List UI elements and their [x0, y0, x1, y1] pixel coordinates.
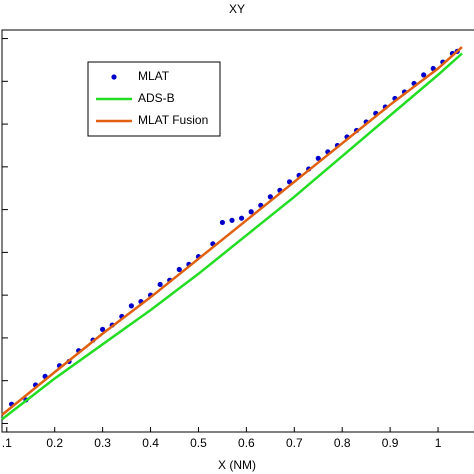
- x-tick-label: 0.3: [94, 436, 111, 450]
- x-tick-label: 0.5: [190, 436, 207, 450]
- legend-label: ADS-B: [138, 91, 175, 105]
- x-tick-label: .1: [2, 436, 12, 450]
- data-point: [100, 326, 106, 332]
- data-point: [248, 209, 254, 215]
- legend-label: MLAT: [138, 69, 170, 83]
- data-line: [1, 46, 463, 416]
- legend-marker: [111, 74, 117, 80]
- plot-area: [1, 29, 474, 433]
- data-point: [421, 72, 427, 78]
- x-tick-label: 0.7: [286, 436, 303, 450]
- x-tick-label: 1: [435, 436, 442, 450]
- data-point: [219, 219, 226, 226]
- data-point: [229, 217, 235, 223]
- legend-label: MLAT Fusion: [138, 113, 208, 127]
- data-point: [157, 281, 163, 288]
- data-point: [176, 266, 182, 273]
- x-tick-label: 0.4: [142, 436, 159, 450]
- data-point: [267, 194, 273, 200]
- x-tick-label: 0.9: [382, 436, 399, 450]
- data-line: [1, 52, 463, 421]
- x-axis-label: X (NM): [218, 458, 256, 472]
- data-point: [128, 303, 134, 309]
- x-tick-label: 0.2: [46, 436, 63, 450]
- x-tick-label: 0.6: [238, 436, 255, 450]
- data-point: [238, 215, 245, 221]
- x-tick-label: 0.8: [334, 436, 351, 450]
- data-point: [315, 155, 321, 161]
- chart-title: XY: [229, 2, 245, 16]
